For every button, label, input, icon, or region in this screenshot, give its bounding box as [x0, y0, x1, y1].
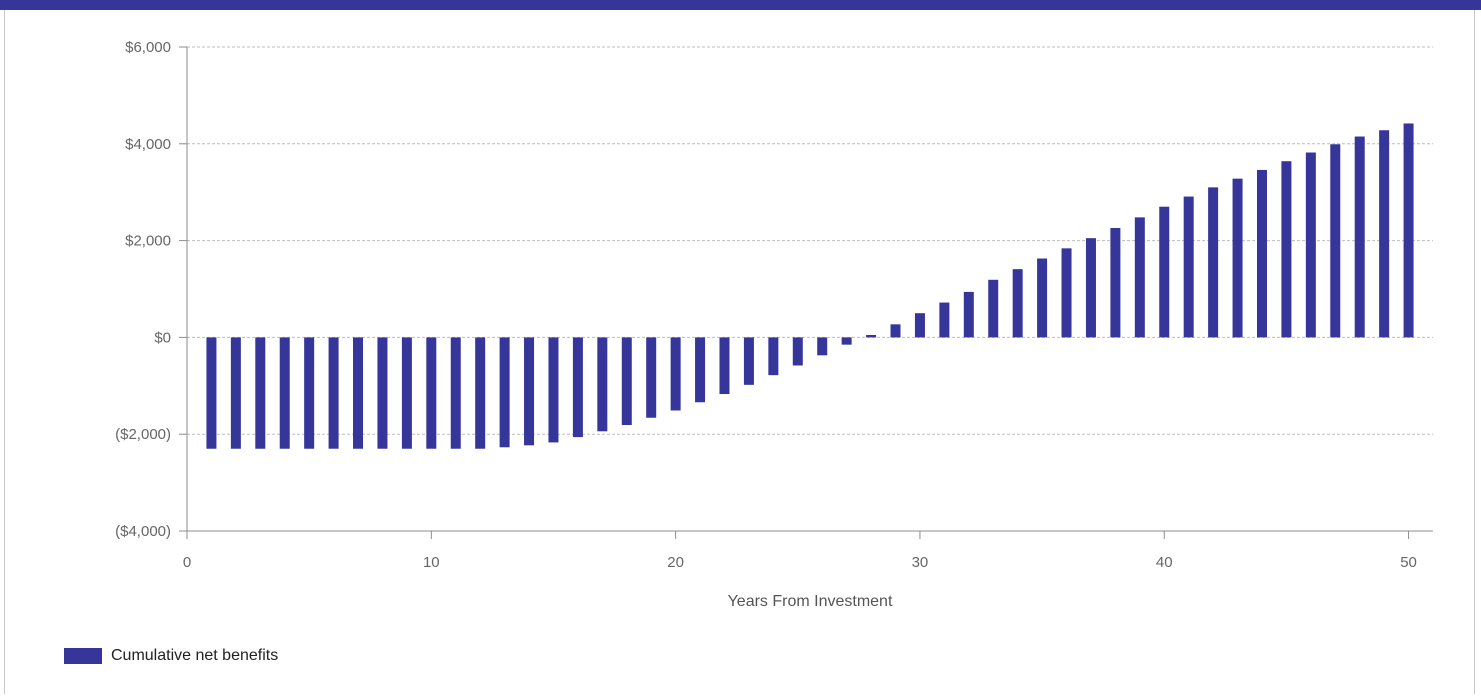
bar — [255, 337, 266, 449]
bar — [866, 334, 877, 338]
bar — [621, 337, 632, 426]
y-tick-label: $4,000 — [125, 136, 171, 153]
bar — [230, 337, 241, 449]
bar — [1379, 130, 1390, 338]
x-tick-label: 0 — [183, 554, 191, 571]
bar — [1305, 152, 1316, 338]
bar — [1061, 248, 1072, 338]
y-tick-label: $2,000 — [125, 233, 171, 250]
bar — [328, 337, 339, 449]
legend: Cumulative net benefits — [64, 647, 278, 665]
chart-panel — [4, 10, 1475, 694]
bar — [792, 337, 803, 366]
y-tick-label: ($4,000) — [115, 523, 171, 540]
bar — [1256, 169, 1267, 338]
y-tick-label: ($2,000) — [115, 426, 171, 443]
bar — [1330, 144, 1341, 338]
bar — [1134, 217, 1145, 338]
bar — [1232, 178, 1243, 338]
bar — [1403, 123, 1414, 338]
bar — [988, 279, 999, 338]
bar — [524, 337, 535, 446]
bar — [890, 324, 901, 338]
bar — [695, 337, 706, 403]
bar — [304, 337, 315, 449]
bar — [353, 337, 364, 449]
bar — [1281, 161, 1292, 338]
bar — [1183, 196, 1194, 338]
legend-swatch — [64, 648, 102, 664]
x-tick-label: 20 — [667, 554, 684, 571]
bar — [401, 337, 412, 449]
bar — [939, 302, 950, 338]
bar — [1159, 206, 1170, 338]
bar — [206, 337, 217, 449]
legend-label: Cumulative net benefits — [111, 647, 279, 664]
bar — [841, 337, 852, 345]
y-tick-label: $0 — [154, 329, 171, 346]
x-tick-label: 50 — [1400, 554, 1417, 571]
bar — [1037, 258, 1048, 338]
bar — [719, 337, 730, 395]
bar — [548, 337, 559, 443]
bar — [279, 337, 290, 449]
x-axis-title: Years From Investment — [728, 593, 893, 610]
bar — [426, 337, 437, 449]
bar — [597, 337, 608, 432]
bar — [914, 313, 925, 338]
bar — [743, 337, 754, 385]
x-tick-label: 10 — [423, 554, 440, 571]
bar — [377, 337, 388, 449]
bar — [1085, 238, 1096, 338]
bar — [817, 337, 828, 356]
x-tick-label: 30 — [912, 554, 929, 571]
bar — [646, 337, 657, 418]
header-band — [0, 0, 1481, 10]
bar — [1110, 228, 1121, 338]
bar — [475, 337, 486, 449]
bar — [963, 291, 974, 338]
x-tick-label: 40 — [1156, 554, 1173, 571]
bar — [450, 337, 461, 449]
bar — [499, 337, 510, 448]
bar — [1012, 269, 1023, 338]
bar — [670, 337, 681, 411]
y-tick-label: $6,000 — [125, 39, 171, 56]
bar — [768, 337, 779, 376]
bar — [1208, 187, 1219, 338]
bar — [572, 337, 583, 438]
bar — [1354, 136, 1365, 338]
